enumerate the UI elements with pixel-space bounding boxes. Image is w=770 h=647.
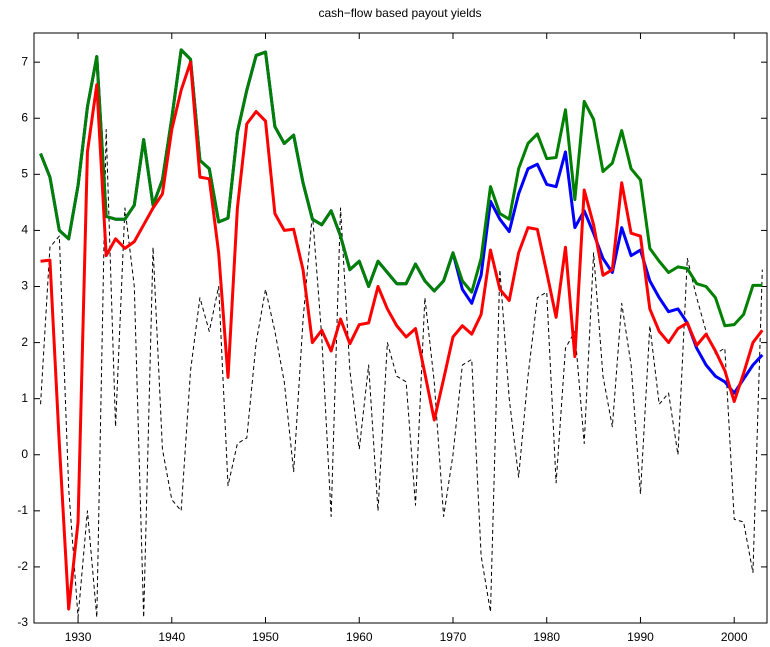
- x-tick-label: 1970: [440, 630, 467, 644]
- x-tick-label: 1940: [158, 630, 185, 644]
- plot-frame: [33, 32, 768, 624]
- x-tick-label: 1960: [346, 630, 373, 644]
- x-tick-label: 1950: [252, 630, 279, 644]
- x-tick-label: 1930: [65, 630, 92, 644]
- chart-title: cash−flow based payout yields: [318, 6, 481, 20]
- y-tick-label: -1: [17, 503, 28, 517]
- y-tick-label: 3: [21, 279, 28, 293]
- y-tick-label: 2: [21, 335, 28, 349]
- y-tick-label: 5: [21, 167, 28, 181]
- x-tick-label: 1990: [627, 630, 654, 644]
- y-tick-label: 6: [21, 110, 28, 124]
- y-tick-label: 7: [21, 54, 28, 68]
- y-tick-label: 0: [21, 447, 28, 461]
- y-tick-label: 1: [21, 391, 28, 405]
- series-line: [39, 48, 763, 328]
- y-tick-label: 4: [21, 223, 28, 237]
- series-line: [40, 60, 764, 611]
- x-tick-label: 1980: [533, 630, 560, 644]
- series-line: [40, 128, 763, 618]
- series-line: [39, 48, 764, 395]
- y-tick-label: -3: [17, 615, 28, 629]
- y-tick-label: -2: [17, 559, 28, 573]
- x-tick-label: 2000: [721, 630, 748, 644]
